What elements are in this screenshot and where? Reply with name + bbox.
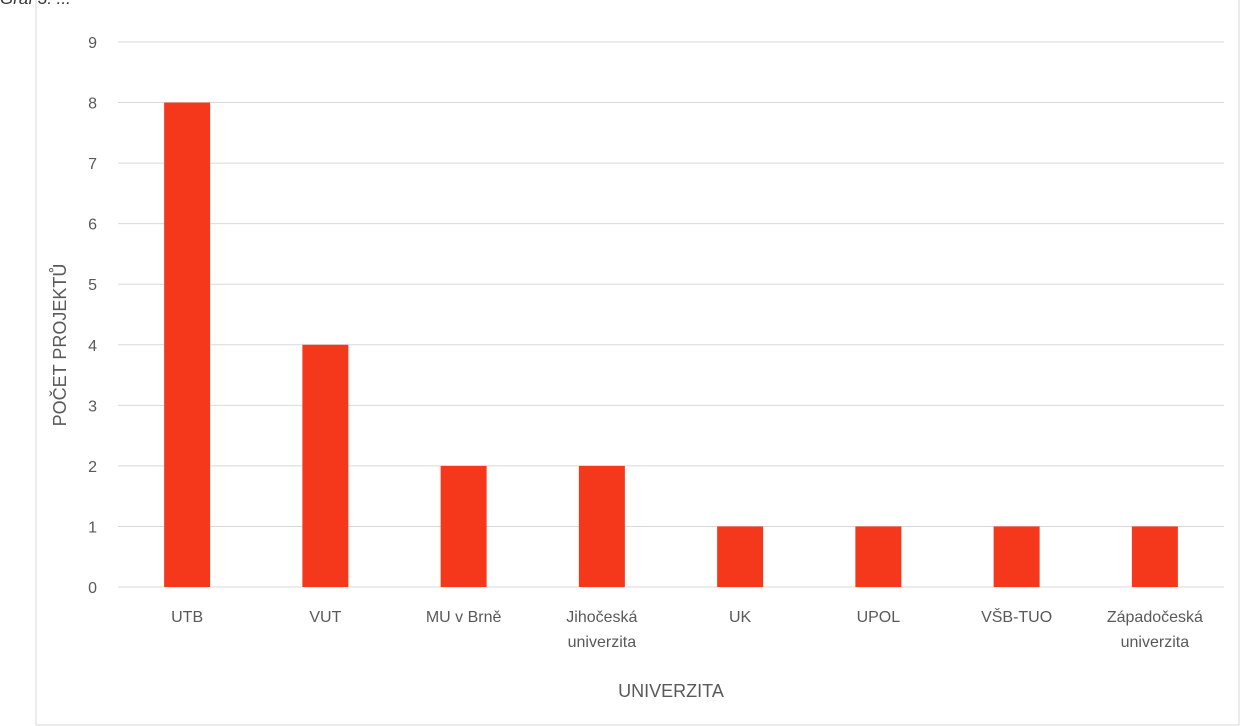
- y-tick-label: 4: [88, 338, 97, 355]
- y-tick-label: 6: [88, 217, 97, 234]
- bar-mu-v-brně: [440, 465, 487, 587]
- x-tick-label: UPOL: [857, 609, 901, 626]
- x-tick-label: UK: [729, 609, 752, 626]
- y-axis-ticks: 0 1 2 3 4 5 6 7 8 9: [88, 35, 97, 597]
- x-tick-label-line: univerzita: [1121, 634, 1190, 651]
- bar-všb-tuo: [993, 526, 1040, 587]
- chart-caption: Graf 3: ...: [0, 0, 71, 8]
- bar-utb: [164, 102, 211, 588]
- y-axis-title: POČET PROJEKTŮ: [49, 264, 70, 427]
- y-tick-label: 9: [88, 35, 97, 52]
- x-tick-label-line: UPOL: [857, 609, 901, 626]
- bars: [164, 102, 1178, 588]
- x-tick-label: MU v Brně: [426, 609, 502, 626]
- chart-border: [35, 0, 1240, 726]
- y-tick-label: 7: [88, 156, 97, 173]
- x-tick-label-line: MU v Brně: [426, 609, 502, 626]
- bar-upol: [855, 526, 902, 587]
- y-tick-label: 1: [88, 519, 97, 536]
- x-tick-label-line: Západočeská: [1107, 609, 1203, 626]
- x-axis-title: UNIVERZITA: [618, 681, 724, 701]
- x-tick-label: Jihočeská univerzita: [566, 609, 637, 651]
- x-axis-ticks: UTB VUT MU v Brně Jihočeská univerzita UK UPOL…: [171, 607, 1203, 651]
- bar-jihočeská-univerzita: [578, 465, 625, 587]
- x-tick-label: UTB: [171, 609, 203, 626]
- x-tick-label: VŠB-TUO: [981, 607, 1052, 626]
- x-tick-label: Západočeská univerzita: [1107, 609, 1203, 651]
- x-tick-label-line: univerzita: [568, 634, 637, 651]
- y-tick-label: 8: [88, 96, 97, 113]
- bar-uk: [717, 526, 764, 587]
- x-tick-label-line: VŠB-TUO: [981, 607, 1052, 626]
- bar-vut: [302, 344, 349, 587]
- y-tick-label: 0: [88, 580, 97, 597]
- gridlines: [118, 41, 1224, 588]
- x-tick-label: VUT: [309, 609, 341, 626]
- x-tick-label-line: Jihočeská: [566, 609, 637, 626]
- x-tick-label-line: UK: [729, 609, 752, 626]
- x-tick-label-line: UTB: [171, 609, 203, 626]
- bar-západočeská-univerzita: [1131, 526, 1178, 587]
- y-tick-label: 2: [88, 459, 97, 476]
- y-tick-label: 5: [88, 277, 97, 294]
- y-tick-label: 3: [88, 398, 97, 415]
- x-tick-label-line: VUT: [309, 609, 341, 626]
